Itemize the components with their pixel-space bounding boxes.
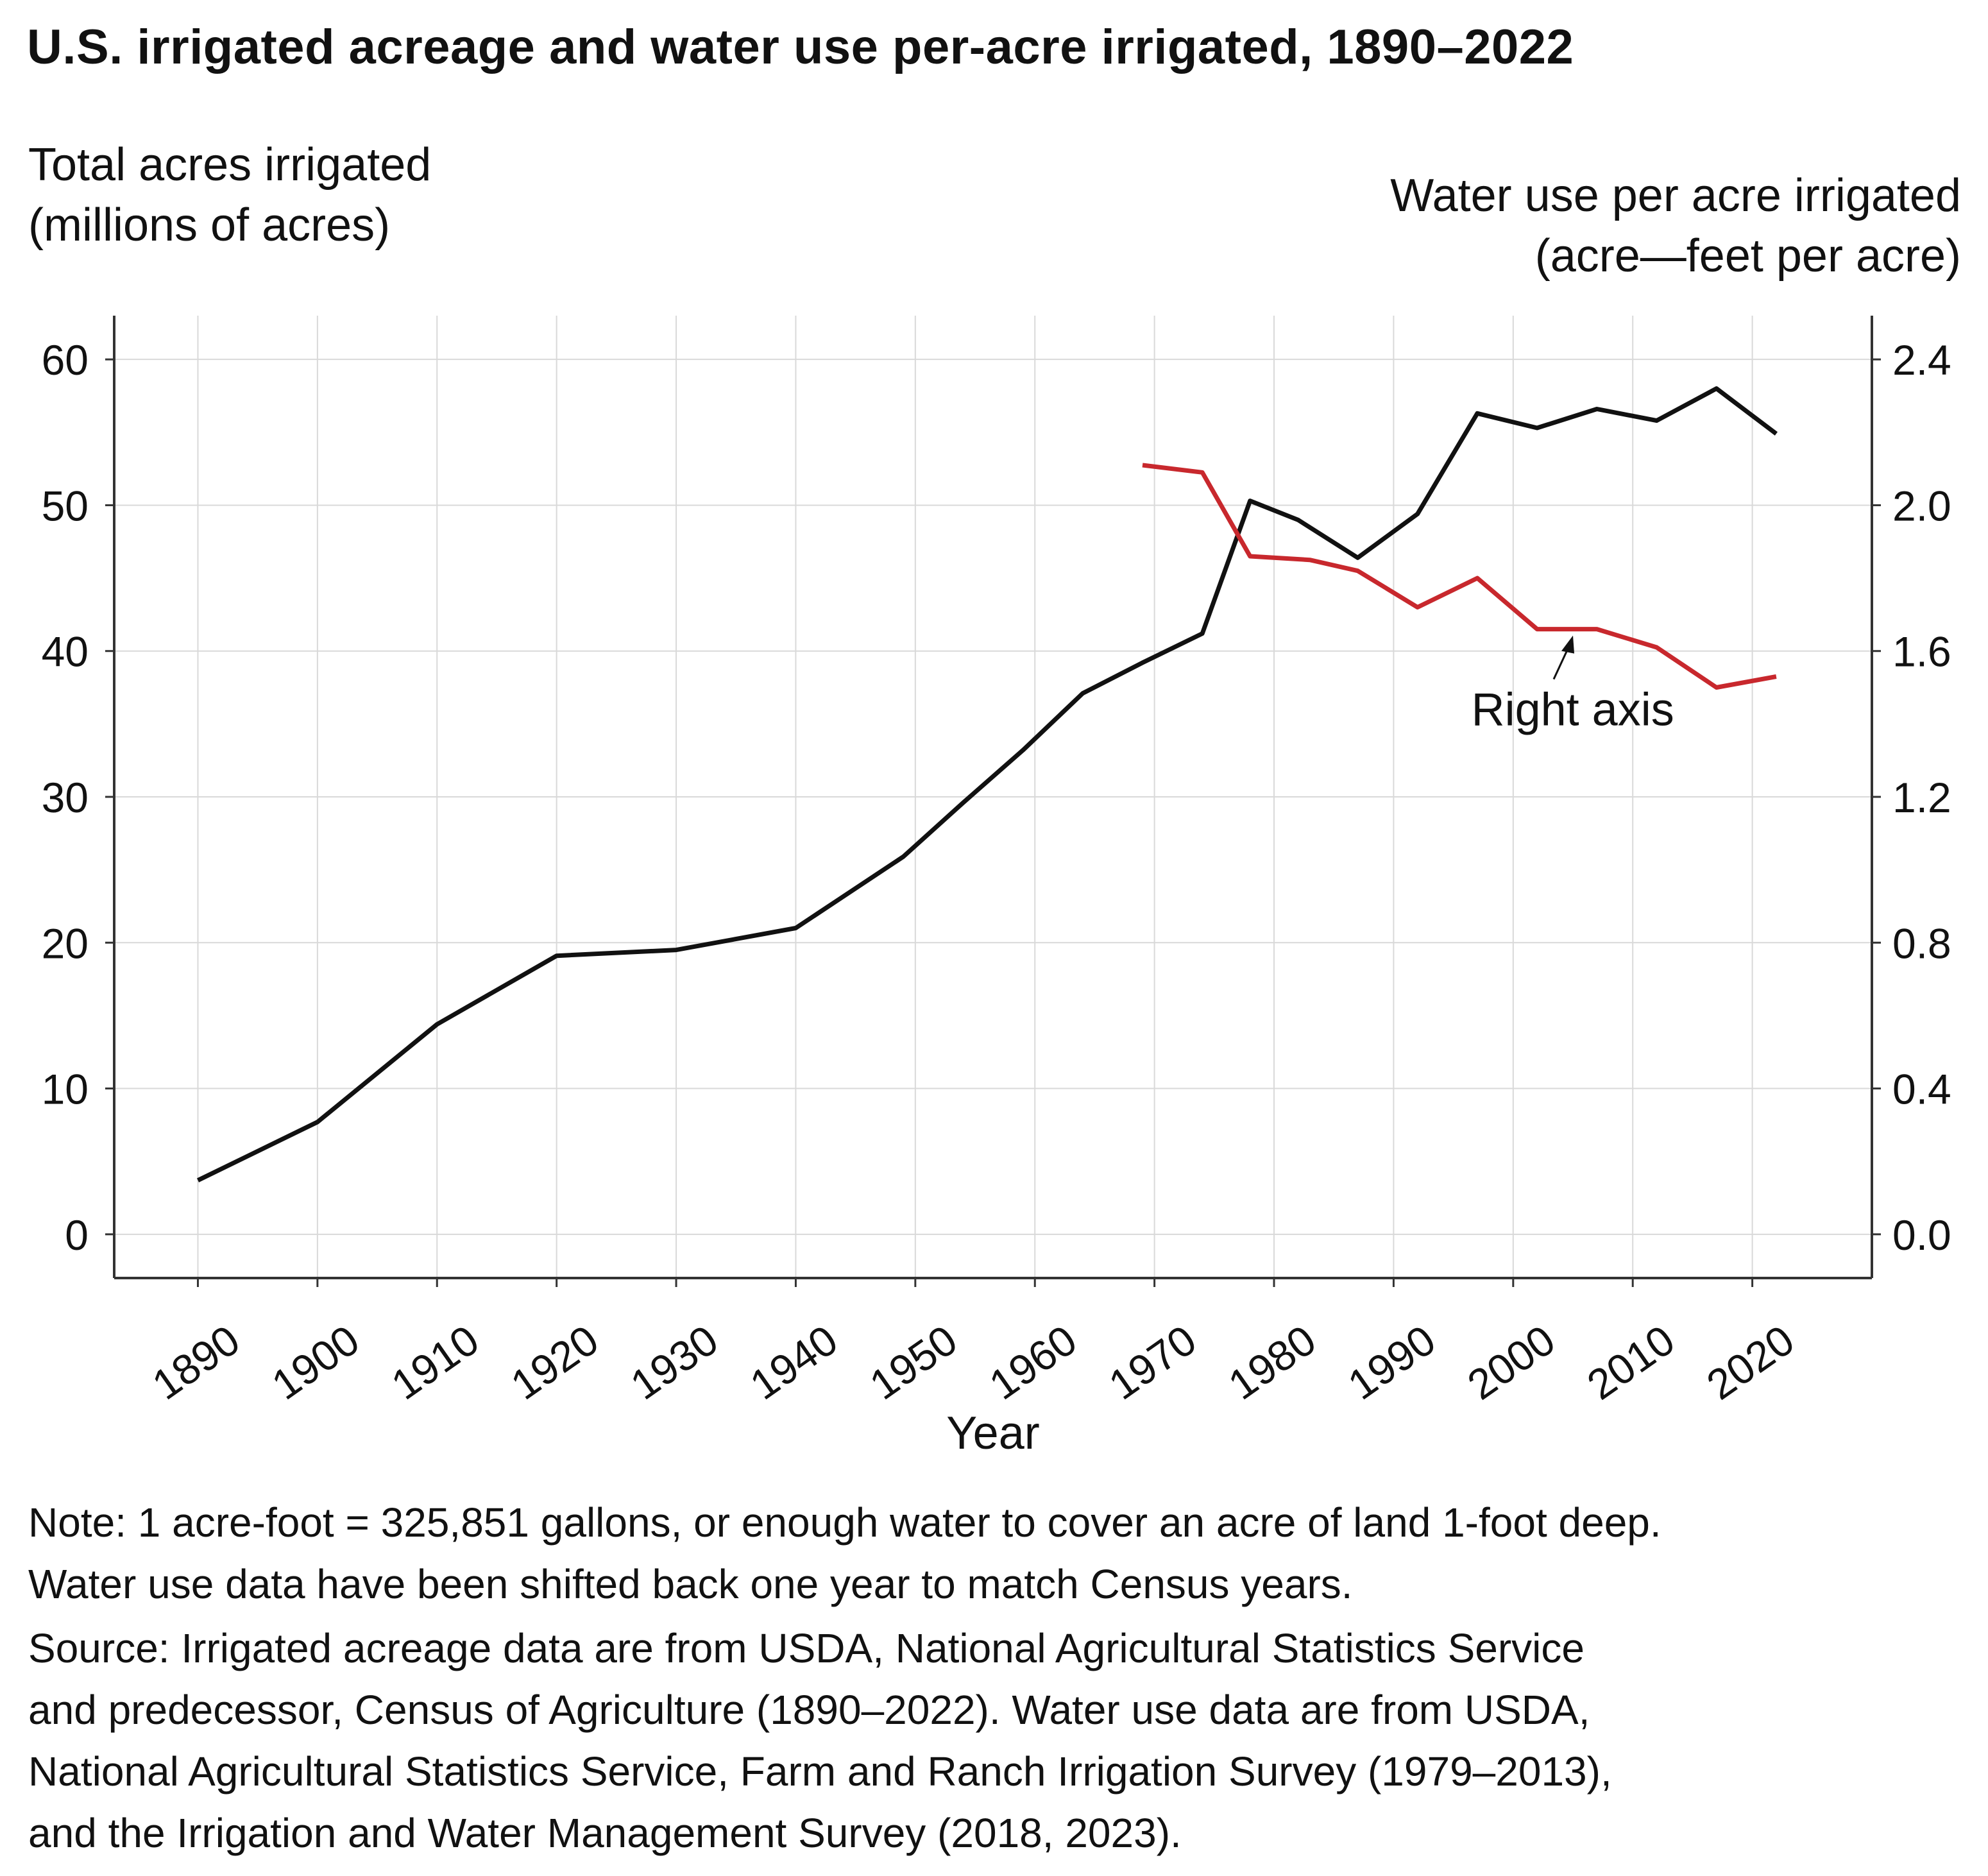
right-axis-label-line1: Water use per acre irrigated [1390, 170, 1961, 221]
note-line-2: Water use data have been shifted back on… [28, 1561, 1353, 1607]
x-tick-label-1910: 1910 [383, 1316, 488, 1409]
y-right-tick-label-2.4: 2.4 [1892, 336, 1951, 384]
annotation-arrowhead [1561, 635, 1575, 654]
chart-series [196, 386, 1778, 1182]
annotation-right-axis-label: Right axis [1472, 685, 1674, 736]
x-tick-label-1940: 1940 [742, 1316, 846, 1409]
notes-block: Note: 1 acre-foot = 325,851 gallons, or … [28, 1492, 1661, 1864]
x-tick-label-1900: 1900 [263, 1316, 368, 1409]
y-left-tick-label-20: 20 [42, 919, 89, 967]
note-line-1: Note: 1 acre-foot = 325,851 gallons, or … [28, 1499, 1661, 1546]
acres-series-line [196, 386, 1778, 1182]
y-left-tick-label-40: 40 [42, 628, 89, 676]
x-tick-label-1980: 1980 [1219, 1316, 1324, 1409]
left-axis-label-line1: Total acres irrigated [28, 139, 432, 191]
x-tick-label-1920: 1920 [502, 1316, 607, 1409]
grid-lines [114, 316, 1872, 1278]
y-right-tick-label-0.8: 0.8 [1892, 919, 1951, 967]
source-line-2: and predecessor, Census of Agriculture (… [28, 1687, 1590, 1733]
y-left-tick-label-60: 60 [42, 336, 89, 384]
y-right-tick-label-1.6: 1.6 [1892, 628, 1951, 676]
chart-axes [105, 316, 1881, 1287]
water-use-series-line [1142, 463, 1777, 690]
x-tick-label-1930: 1930 [622, 1316, 727, 1409]
x-tick-label-2010: 2010 [1579, 1316, 1683, 1409]
right-axis-label-line2: (acre—feet per acre) [1534, 230, 1961, 282]
x-tick-label-1970: 1970 [1100, 1316, 1205, 1409]
line-chart: 1890 1900 1910 1920 1930 1940 1950 1960 1970 1980… [42, 316, 1951, 1459]
x-tick-label-1890: 1890 [144, 1316, 248, 1409]
y-right-tick-label-0.4: 0.4 [1892, 1066, 1951, 1113]
source-line-1: Source: Irrigated acreage data are from … [28, 1625, 1584, 1671]
source-line-4: and the Irrigation and Water Management … [28, 1810, 1182, 1856]
y-left-tick-label-10: 10 [42, 1066, 89, 1113]
right-axis-annotation: Right axis [1472, 635, 1674, 736]
x-tick-label-2000: 2000 [1459, 1316, 1563, 1409]
x-tick-label-1990: 1990 [1339, 1316, 1444, 1409]
source-line-3: National Agricultural Statistics Service… [28, 1748, 1612, 1795]
y-right-tick-label-0.0: 0.0 [1892, 1211, 1951, 1259]
y-left-tick-label-0: 0 [65, 1211, 89, 1259]
chart-title: U.S. irrigated acreage and water use per… [27, 20, 1574, 74]
y-left-tick-label-30: 30 [42, 774, 89, 821]
y-right-tick-label-1.2: 1.2 [1892, 774, 1951, 821]
x-tick-label-2020: 2020 [1698, 1316, 1803, 1409]
x-tick-label-1960: 1960 [981, 1316, 1085, 1409]
y-right-tick-label-2.0: 2.0 [1892, 482, 1951, 529]
tick-labels: 1890 1900 1910 1920 1930 1940 1950 1960 1970 1980… [42, 336, 1951, 1408]
y-left-tick-label-50: 50 [42, 482, 89, 529]
left-axis-label-line2: (millions of acres) [28, 200, 391, 251]
left-axis-label: Total acres irrigated (millions of acres… [28, 135, 431, 255]
right-axis-label: Water use per acre irrigated (acre—feet … [1390, 166, 1961, 286]
x-tick-label-1950: 1950 [861, 1316, 965, 1409]
x-axis-title: Year [946, 1408, 1039, 1459]
